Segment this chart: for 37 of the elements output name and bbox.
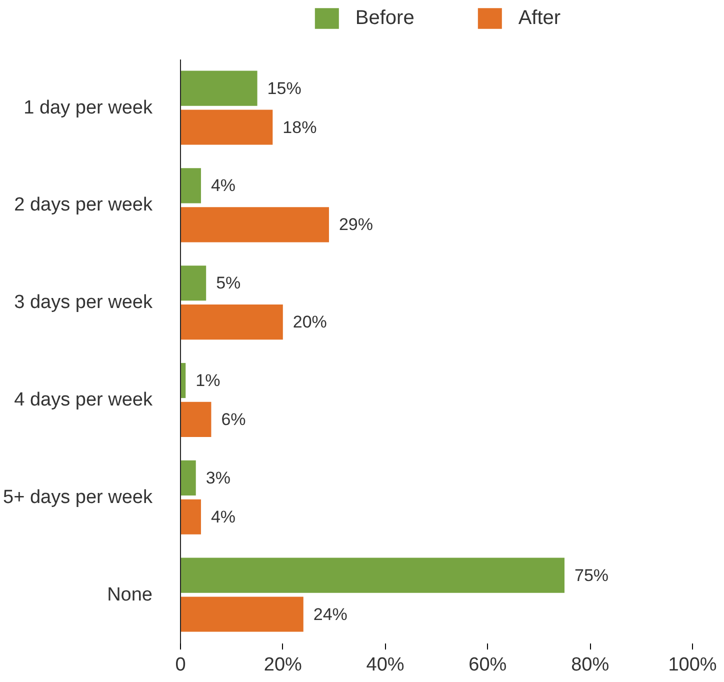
bar bbox=[180, 402, 212, 437]
y-tick-label: None bbox=[107, 584, 152, 606]
y-tick-label: 2 days per week bbox=[14, 194, 153, 216]
data-label: 29% bbox=[338, 215, 374, 234]
bar bbox=[180, 499, 201, 534]
data-label: 18% bbox=[282, 118, 317, 137]
data-label: 15% bbox=[267, 78, 302, 98]
bar bbox=[180, 168, 201, 204]
bar bbox=[180, 70, 258, 106]
bar bbox=[180, 596, 304, 632]
y-tick-label: 1 day per week bbox=[24, 97, 153, 118]
bar bbox=[180, 207, 329, 242]
data-label: 5% bbox=[216, 274, 241, 293]
bar bbox=[180, 460, 196, 496]
data-label: 6% bbox=[221, 410, 246, 429]
data-label: 24% bbox=[313, 604, 348, 624]
data-label: 4% bbox=[210, 176, 236, 196]
data-label: 20% bbox=[292, 312, 327, 332]
bar bbox=[180, 558, 564, 593]
x-tick-label: 0 bbox=[175, 654, 186, 676]
y-tick-label: 4 days per week bbox=[14, 389, 153, 410]
data-label: 4% bbox=[210, 507, 236, 526]
x-tick-label: 40% bbox=[366, 654, 404, 676]
data-label: 1% bbox=[196, 371, 220, 390]
bar bbox=[180, 266, 206, 301]
x-tick-label: 100% bbox=[668, 654, 717, 676]
x-tick-label: 20% bbox=[264, 654, 302, 676]
x-tick-label: 60% bbox=[468, 654, 507, 676]
x-tick-label: 80% bbox=[571, 654, 610, 676]
legend-label: After bbox=[518, 6, 561, 30]
y-tick-label: 5+ days per week bbox=[3, 486, 153, 508]
y-tick-label: 3 days per week bbox=[14, 292, 153, 314]
bar bbox=[180, 110, 273, 145]
legend-label: Before bbox=[355, 6, 414, 30]
bar bbox=[180, 304, 283, 340]
data-label: 75% bbox=[574, 566, 609, 585]
data-label: 3% bbox=[206, 468, 230, 488]
